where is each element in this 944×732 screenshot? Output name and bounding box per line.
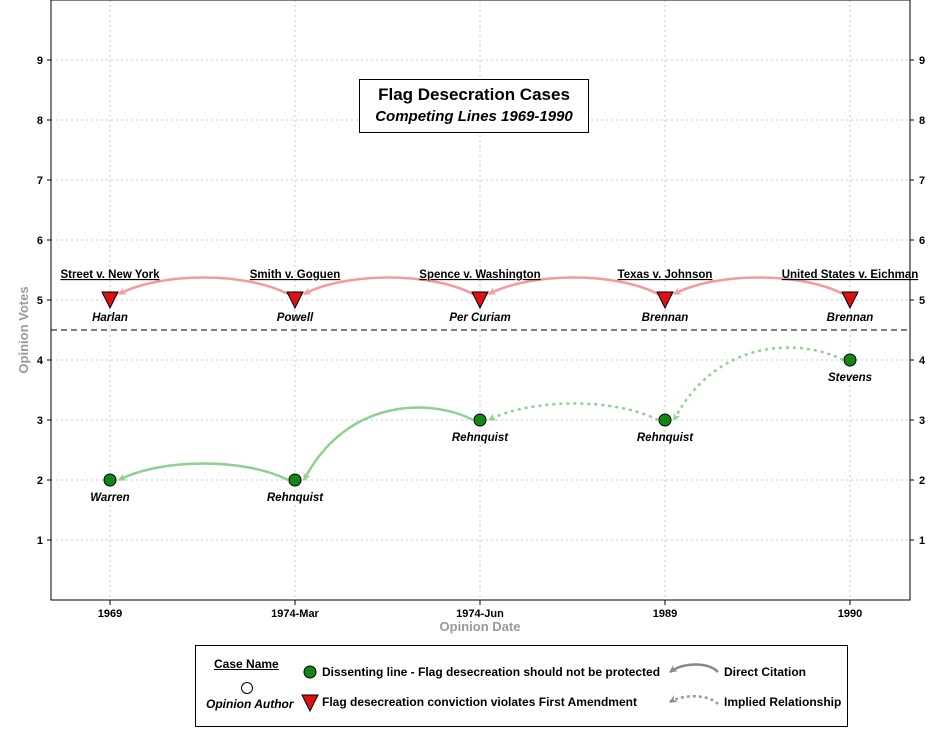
direct-citation-link (118, 462, 289, 482)
chart-subtitle: Competing Lines 1969-1990 (375, 108, 573, 125)
y-tick-label-left: 4 (37, 355, 44, 367)
author-label: Harlan (92, 312, 128, 324)
legend-majority-label: Flag desecreation conviction violates Fi… (322, 695, 637, 709)
y-tick-label-left: 6 (37, 235, 43, 247)
implied-relationship-link (672, 346, 844, 421)
points-layer (101, 291, 859, 487)
y-tick-label-right: 4 (919, 355, 926, 367)
y-axis-title: Opinion Votes (16, 286, 31, 373)
legend-direct-citation-icon (669, 663, 719, 674)
case-name-label: Street v. New York (60, 269, 160, 281)
legend-dissent-label: Dissenting line - Flag desecreation shou… (322, 665, 661, 679)
author-label: Rehnquist (452, 432, 509, 444)
author-label: Warren (90, 492, 129, 504)
legend-direct-citation-label: Direct Citation (724, 665, 807, 679)
y-tick-label-right: 6 (919, 235, 925, 247)
direct-citation-link (302, 406, 474, 481)
y-tick-label-left: 5 (37, 295, 43, 307)
y-tick-label-right: 9 (919, 55, 925, 67)
x-tick-label: 1974-Mar (271, 608, 319, 620)
majority-point-marker (471, 291, 489, 310)
case-name-label: Spence v. Washington (419, 269, 540, 281)
y-tick-label-right: 1 (919, 535, 925, 547)
author-label: Powell (277, 312, 314, 324)
y-tick-label-left: 1 (37, 535, 43, 547)
x-tick-label: 1989 (653, 608, 677, 620)
direct-citation-link (673, 276, 844, 296)
x-tick-label: 1969 (98, 608, 122, 620)
axes-layer: 1 1 2 2 3 3 4 4 5 5 6 6 7 7 8 8 9 9 1969 1974-Mar 1974-Jun 19… (37, 55, 926, 620)
dissent-point-marker (103, 473, 117, 487)
case-name-label: Smith v. Goguen (250, 269, 341, 281)
legend-opinion-author: Opinion Author (206, 697, 294, 711)
x-tick-label: 1990 (838, 608, 862, 620)
links-layer (118, 276, 844, 482)
majority-point-marker (656, 291, 674, 310)
dissent-point-marker (658, 413, 672, 427)
legend-implied-relationship-label: Implied Relationship (724, 695, 842, 709)
y-tick-label-right: 8 (919, 115, 925, 127)
y-tick-label-right: 3 (919, 415, 925, 427)
author-label: Stevens (828, 372, 872, 384)
direct-citation-link (488, 276, 659, 296)
y-tick-label-left: 3 (37, 415, 43, 427)
legend-empty-circle-icon (241, 682, 253, 694)
y-tick-label-left: 7 (37, 175, 43, 187)
legend-implied-relationship-icon (669, 695, 719, 705)
x-tick-label: 1974-Jun (456, 608, 504, 620)
chart-title-box: Flag Desecration Cases Competing Lines 1… (359, 79, 589, 133)
legend-case-name: Case Name (214, 657, 279, 671)
majority-point-marker (101, 291, 119, 310)
dissent-point-marker (473, 413, 487, 427)
dissent-point-marker (288, 473, 302, 487)
implied-relationship-link (488, 402, 659, 422)
author-label: Brennan (642, 312, 689, 324)
author-label: Brennan (827, 312, 874, 324)
chart-title: Flag Desecration Cases (378, 85, 570, 104)
y-tick-label-right: 5 (919, 295, 925, 307)
dissent-point-marker (843, 353, 857, 367)
y-tick-label-right: 2 (919, 475, 925, 487)
author-label: Rehnquist (637, 432, 694, 444)
x-axis-title: Opinion Date (440, 619, 521, 634)
direct-citation-link (303, 276, 474, 296)
case-name-label: United States v. Eichman (782, 269, 919, 281)
majority-point-marker (841, 291, 859, 310)
majority-point-marker (286, 291, 304, 310)
legend-dissent-marker-icon (303, 665, 317, 679)
author-label: Rehnquist (267, 492, 324, 504)
y-tick-label-right: 7 (919, 175, 925, 187)
legend: Case Name Opinion Author Dissenting line… (195, 645, 848, 727)
legend-majority-marker-icon (301, 694, 319, 713)
author-label: Per Curiam (449, 312, 510, 324)
y-tick-label-left: 8 (37, 115, 43, 127)
direct-citation-link (118, 276, 289, 296)
y-tick-label-left: 9 (37, 55, 43, 67)
y-tick-label-left: 2 (37, 475, 43, 487)
labels-layer: Harlan Powell Per Curiam Brennan Brennan Warr… (60, 269, 918, 504)
case-name-label: Texas v. Johnson (618, 269, 713, 281)
